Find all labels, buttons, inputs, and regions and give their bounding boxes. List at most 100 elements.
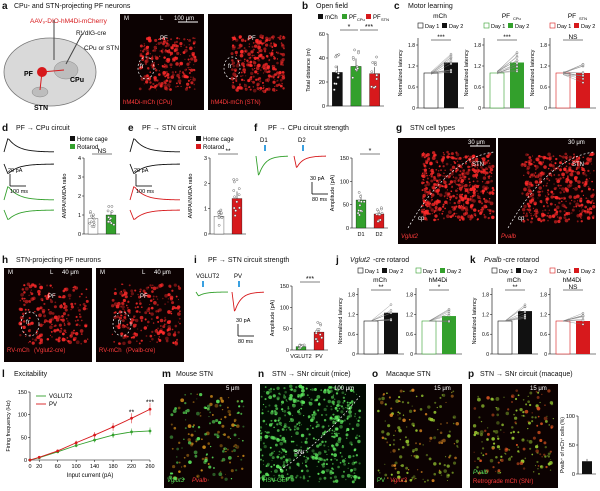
fluorescence-dot bbox=[555, 205, 560, 210]
fluorescence-dot bbox=[211, 414, 214, 416]
fluorescence-dot bbox=[300, 469, 304, 473]
fluorescence-dot bbox=[515, 409, 518, 412]
fluorescence-dot bbox=[196, 411, 200, 416]
fluorescence-dot bbox=[529, 175, 532, 179]
fluorescence-dot bbox=[63, 322, 66, 324]
fluorescence-dot bbox=[138, 342, 141, 345]
fluorescence-dot bbox=[557, 177, 560, 181]
fluorescence-dot bbox=[480, 170, 483, 173]
fluorescence-dot bbox=[189, 66, 191, 69]
fluorescence-dot bbox=[582, 171, 585, 174]
legend-label: PF bbox=[373, 15, 381, 21]
fluorescence-dot bbox=[183, 456, 186, 459]
fluorescence-dot bbox=[534, 208, 539, 213]
fluorescence-dot bbox=[34, 284, 37, 287]
fluorescence-dot bbox=[355, 423, 360, 427]
fluorescence-dot bbox=[407, 401, 410, 404]
panel-f: f PF → CPu circuit strength D1 D2 30 pA 80 … bbox=[252, 122, 392, 254]
fluorescence-dot bbox=[154, 68, 158, 72]
fluorescence-dot bbox=[563, 210, 566, 213]
fluorescence-dot bbox=[327, 446, 329, 448]
fluorescence-dot bbox=[419, 407, 423, 411]
fluorescence-dot bbox=[276, 89, 278, 92]
fluorescence-dot bbox=[461, 166, 463, 169]
fluorescence-dot bbox=[440, 155, 442, 157]
fluorescence-dot bbox=[531, 412, 533, 414]
fluorescence-dot bbox=[306, 394, 309, 397]
fluorescence-dot bbox=[174, 71, 177, 73]
fluorescence-dot bbox=[537, 197, 539, 199]
fluorescence-dot bbox=[446, 197, 449, 200]
fluorescence-dot bbox=[151, 62, 155, 67]
fluorescence-dot bbox=[313, 388, 317, 392]
fluorescence-dot bbox=[515, 389, 519, 392]
data-point bbox=[357, 51, 360, 55]
fluorescence-dot bbox=[497, 461, 500, 464]
fluorescence-dot bbox=[342, 396, 345, 399]
fluorescence-dot bbox=[379, 472, 381, 474]
fluorescence-dot bbox=[37, 292, 41, 296]
fluorescence-dot bbox=[281, 428, 285, 431]
current-trace-home bbox=[129, 163, 181, 174]
fluorescence-dot bbox=[462, 169, 466, 172]
fluorescence-dot bbox=[543, 441, 547, 445]
fluorescence-dot bbox=[442, 165, 445, 168]
fluorescence-dot bbox=[27, 308, 30, 311]
fluorescence-dot bbox=[48, 310, 53, 315]
fluorescence-dot bbox=[225, 448, 228, 450]
data-point bbox=[90, 214, 93, 218]
fluorescence-dot bbox=[126, 306, 129, 309]
fluorescence-dot bbox=[329, 471, 333, 475]
fluorescence-dot bbox=[479, 459, 482, 463]
fluorescence-dot bbox=[296, 427, 300, 431]
fluorescence-dot bbox=[273, 57, 276, 60]
fluorescence-dot bbox=[253, 54, 255, 57]
fluorescence-dot bbox=[475, 176, 478, 179]
fluorescence-dot bbox=[434, 208, 438, 212]
fluorescence-dot bbox=[503, 396, 505, 398]
fluorescence-dot bbox=[559, 161, 563, 165]
fluorescence-dot bbox=[353, 478, 357, 481]
fluorescence-dot bbox=[196, 436, 201, 441]
data-point bbox=[375, 212, 379, 216]
fluorescence-dot bbox=[292, 440, 295, 443]
fluorescence-dot bbox=[354, 436, 358, 440]
fluorescence-dot bbox=[68, 297, 71, 300]
fluorescence-dot bbox=[561, 197, 563, 200]
fluorescence-dot bbox=[405, 439, 410, 444]
fluorescence-dot bbox=[321, 470, 326, 474]
fluorescence-dot bbox=[66, 337, 69, 339]
fluorescence-dot bbox=[450, 185, 454, 189]
fluorescence-dot bbox=[50, 300, 54, 304]
fluorescence-dot bbox=[549, 461, 553, 465]
fluorescence-dot bbox=[221, 408, 224, 411]
fluorescence-dot bbox=[423, 164, 426, 167]
y-axis-label: Amplitude (pA) bbox=[270, 300, 276, 337]
fluorescence-dot bbox=[352, 460, 354, 462]
subpanel-title: mCh bbox=[507, 277, 521, 284]
data-point bbox=[374, 63, 377, 67]
fluorescence-dot bbox=[563, 167, 567, 172]
fluorescence-dot bbox=[280, 42, 283, 44]
fluorescence-dot bbox=[247, 52, 251, 56]
fluorescence-dot bbox=[443, 172, 445, 175]
y-axis-label: Normalized latency bbox=[338, 297, 344, 344]
fluorescence-dot bbox=[123, 293, 126, 296]
fluorescence-dot bbox=[74, 319, 77, 322]
fluorescence-dot bbox=[240, 78, 244, 82]
fluorescence-dot bbox=[332, 480, 336, 483]
fluorescence-dot bbox=[280, 63, 283, 66]
fluorescence-dot bbox=[295, 431, 299, 435]
fluorescence-dot bbox=[447, 473, 451, 477]
fluorescence-dot bbox=[278, 416, 282, 420]
fluorescence-dot bbox=[227, 435, 230, 439]
fluorescence-dot bbox=[403, 390, 405, 393]
fluorescence-dot bbox=[469, 183, 472, 186]
fluorescence-dot bbox=[390, 451, 392, 453]
fluorescence-dot bbox=[304, 440, 308, 445]
fluorescence-dot bbox=[539, 453, 542, 456]
fluorescence-dot bbox=[146, 52, 150, 55]
fluorescence-dot bbox=[54, 301, 57, 304]
fluorescence-dot bbox=[246, 59, 249, 63]
fluorescence-dot bbox=[426, 479, 429, 482]
